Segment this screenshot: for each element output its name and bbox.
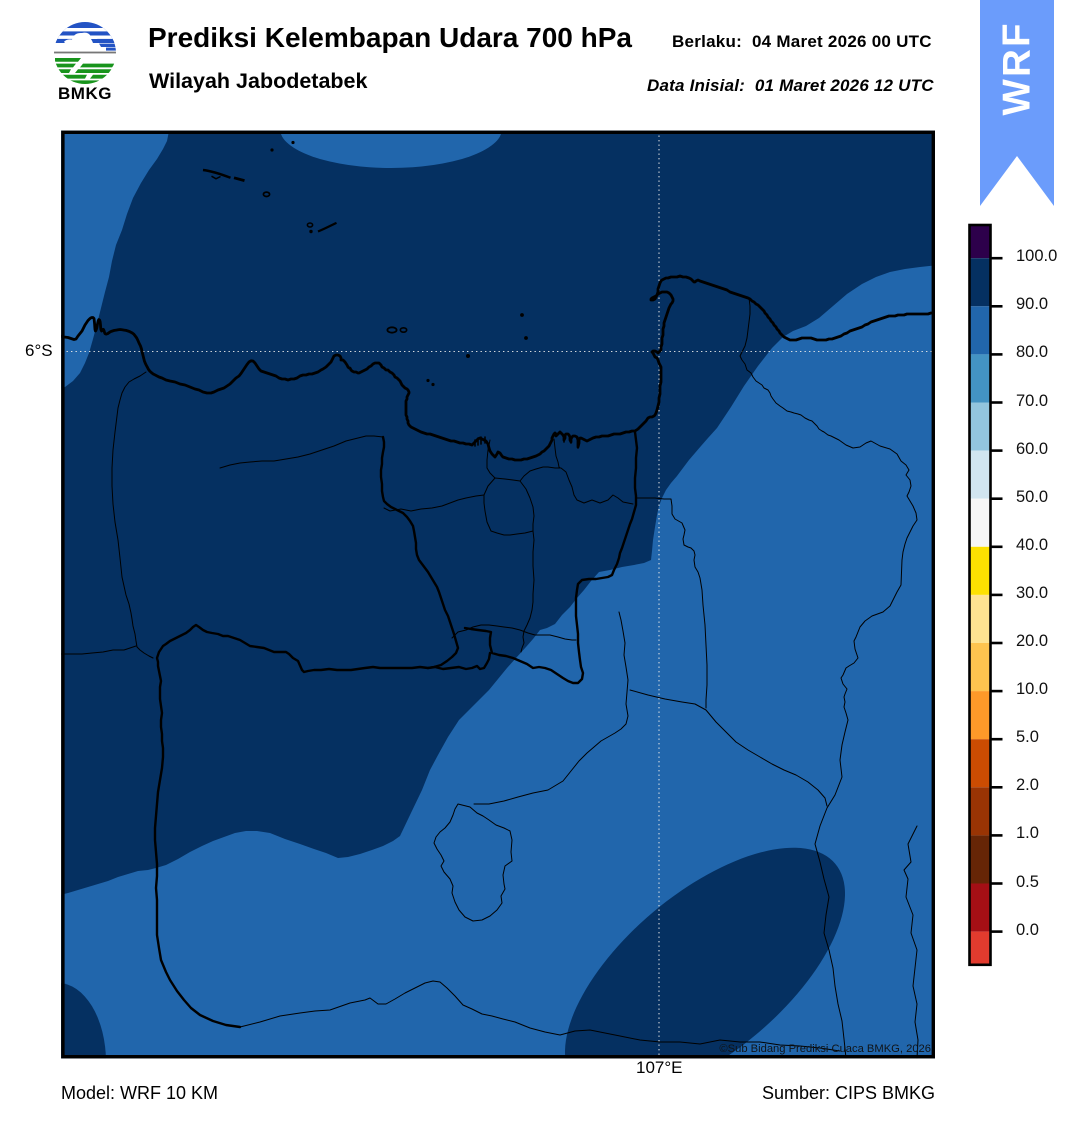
svg-text:©Sub Bidang Prediksi Cuaca BMK: ©Sub Bidang Prediksi Cuaca BMKG, 2026 (719, 1043, 931, 1055)
svg-text:WRF: WRF (996, 21, 1039, 115)
